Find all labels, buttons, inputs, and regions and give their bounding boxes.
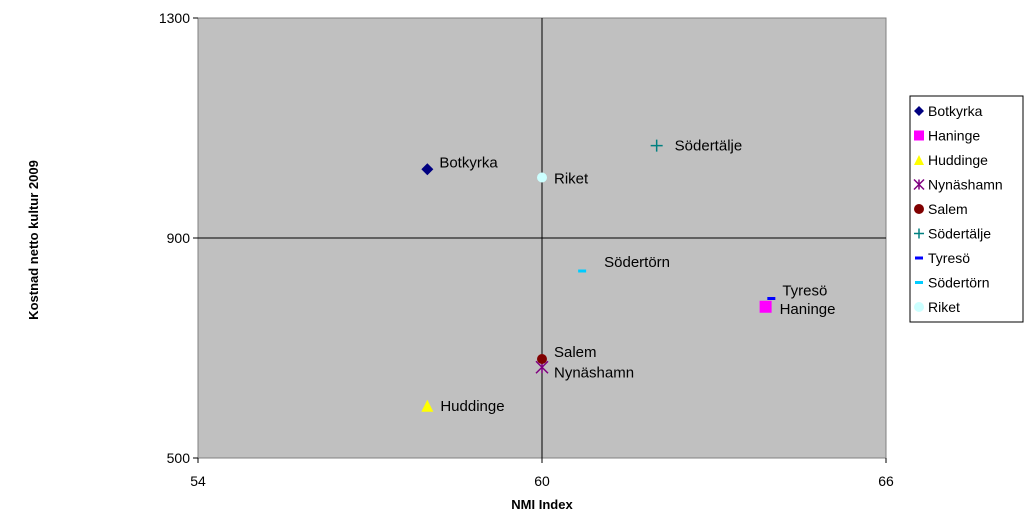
legend-marker [914,228,924,239]
legend-item-Södertälje: Södertälje [914,226,991,242]
legend: Botkyrka Haninge Huddinge Nynäshamn Salem Söd… [909,95,1024,323]
data-point-Södertörn [578,269,587,273]
legend-item-Haninge: Haninge [914,128,980,144]
legend-label: Nynäshamn [928,177,1003,193]
legend-item-Tyresö: Tyresö [915,250,970,266]
point-label-Botkyrka: Botkyrka [439,154,498,171]
legend-label: Salem [928,201,968,217]
legend-label: Tyresö [928,250,970,266]
data-point-Salem [537,354,547,364]
legend-item-Nynäshamn: Nynäshamn [913,177,1003,193]
marker-square [759,300,772,313]
legend-marker [914,302,924,312]
marker-triangle [421,399,434,412]
legend-label: Huddinge [928,152,988,168]
data-point-Botkyrka [421,163,434,176]
x-axis-title: NMI Index [511,497,573,512]
legend-item-Salem: Salem [914,201,968,217]
x-tick-label: 60 [534,473,550,489]
legend-marker [915,256,923,260]
point-label-Riket: Riket [554,171,589,188]
legend-marker [915,281,923,284]
point-label-Haninge: Haninge [780,301,836,318]
data-point-Södertälje [650,139,663,152]
legend-label: Haninge [928,128,980,144]
legend-item-Huddinge: Huddinge [914,152,988,168]
marker-circle [537,172,547,183]
marker-dash [578,269,587,273]
point-label-Salem: Salem [554,344,597,361]
legend-marker [914,204,924,214]
legend-label: Södertälje [928,226,991,242]
x-tick-label: 66 [878,473,894,489]
y-tick-label: 900 [167,230,191,246]
point-label-Södertörn: Södertörn [604,254,670,271]
data-point-Huddinge [421,399,434,412]
legend-label: Södertörn [928,275,989,291]
legend-marker [914,130,924,141]
marker-circle [537,354,547,364]
data-point-Tyresö [767,297,776,300]
point-label-Huddinge: Huddinge [440,398,504,415]
point-label-Nynäshamn: Nynäshamn [554,364,634,381]
data-point-Riket [537,172,547,183]
point-label-Södertälje: Södertälje [675,138,743,155]
legend-marker [914,106,924,116]
legend-label: Botkyrka [928,103,983,119]
legend-item-Södertörn: Södertörn [915,275,989,291]
grid-layer [198,18,886,458]
legend-item-Botkyrka: Botkyrka [914,103,983,119]
legend-item-Riket: Riket [914,299,960,315]
axis-layer: 54 60 66 500 900 1300 [159,10,894,489]
legend-marker [914,155,924,165]
marker-dash [767,297,776,300]
marker-diamond [421,163,434,176]
y-axis-title: Kostnad netto kultur 2009 [26,160,41,320]
y-tick-label: 1300 [159,10,190,26]
labels-layer: Botkyrka Haninge Huddinge Nynäshamn Salem Söd… [439,138,835,415]
marks-layer [421,139,776,412]
legend-label: Riket [928,299,960,315]
data-point-Haninge [759,300,772,313]
point-label-Tyresö: Tyresö [782,283,827,300]
marker-plus [650,139,663,152]
legend-box [909,95,1024,323]
y-tick-label: 500 [167,450,191,466]
legend-marker [913,178,925,191]
x-tick-label: 54 [190,473,206,489]
